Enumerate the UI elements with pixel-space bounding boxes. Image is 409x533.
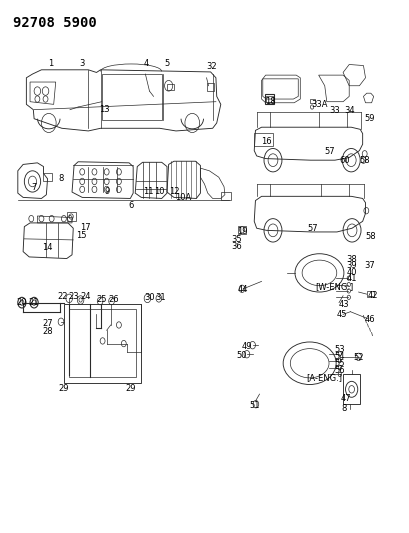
Bar [43,173,52,181]
Text: 31: 31 [155,293,166,302]
Text: 20: 20 [17,298,27,307]
Bar [167,84,174,90]
Text: 22: 22 [57,292,68,301]
Text: 33A: 33A [311,100,328,109]
Text: 29: 29 [58,384,69,393]
Text: 13: 13 [99,105,110,114]
Text: 60: 60 [339,156,350,165]
Bar [266,96,272,102]
Bar [254,133,272,146]
Text: 27: 27 [42,319,53,328]
Text: 5: 5 [164,59,170,68]
Text: 51: 51 [250,401,260,410]
Text: 18: 18 [265,96,276,106]
Text: 10: 10 [155,187,165,196]
Text: 92708 5900: 92708 5900 [13,15,97,29]
Bar [310,99,315,103]
Text: 12: 12 [169,187,179,196]
Text: 42: 42 [367,291,378,300]
Text: 8: 8 [58,174,64,183]
Text: 6: 6 [128,201,134,211]
Text: 15: 15 [76,231,86,240]
Text: 46: 46 [365,315,376,324]
Text: [A-ENG.]: [A-ENG.] [306,373,342,382]
Text: 3: 3 [79,59,85,68]
Text: 57: 57 [324,147,335,156]
Text: 23: 23 [69,292,79,301]
Text: 58: 58 [359,156,370,165]
Bar [207,83,214,91]
Text: 4: 4 [144,59,149,68]
Text: 29: 29 [126,384,136,393]
Text: 38: 38 [347,255,357,264]
Text: 28: 28 [42,327,53,336]
Bar [367,292,374,297]
Text: 30: 30 [144,293,155,302]
Text: 50: 50 [236,351,247,360]
Text: 33: 33 [330,106,340,115]
Text: 10A: 10A [175,193,191,202]
Text: 17: 17 [80,223,91,232]
Text: 56: 56 [334,366,345,375]
Text: 55: 55 [334,359,345,368]
Text: [W-ENG.]: [W-ENG.] [315,282,353,291]
Bar [238,225,246,233]
Bar [69,309,137,377]
Bar [64,304,142,383]
Text: 11: 11 [143,187,153,196]
Text: 14: 14 [42,243,53,252]
Text: 47: 47 [341,394,352,403]
Text: 36: 36 [232,242,243,251]
Text: 9: 9 [104,187,109,196]
Text: 34: 34 [344,106,355,115]
Text: 7: 7 [31,183,37,192]
Text: 59: 59 [364,114,375,123]
Text: 40: 40 [347,268,357,277]
Text: 52: 52 [353,353,364,362]
Text: 26: 26 [109,295,119,304]
Text: 44: 44 [237,285,248,294]
Text: 41: 41 [347,274,357,283]
Text: 21: 21 [29,298,39,307]
Text: 43: 43 [339,300,350,309]
Bar [67,212,76,221]
Bar [265,94,274,104]
Bar [221,192,231,200]
Text: 53: 53 [334,345,345,354]
Text: 45: 45 [336,310,347,319]
Text: 54: 54 [334,352,345,361]
Text: 39: 39 [347,262,357,270]
Text: 24: 24 [80,292,91,301]
Text: 16: 16 [261,137,272,146]
Text: 37: 37 [364,262,375,270]
Text: 58: 58 [366,232,376,241]
Text: 25: 25 [97,295,107,304]
Text: 1: 1 [48,59,53,68]
Text: 49: 49 [241,342,252,351]
Bar [343,374,360,403]
Text: 8: 8 [341,405,346,414]
Text: 19: 19 [237,227,247,236]
Text: 35: 35 [232,236,243,245]
Text: 32: 32 [206,62,217,71]
Text: 57: 57 [308,224,318,233]
